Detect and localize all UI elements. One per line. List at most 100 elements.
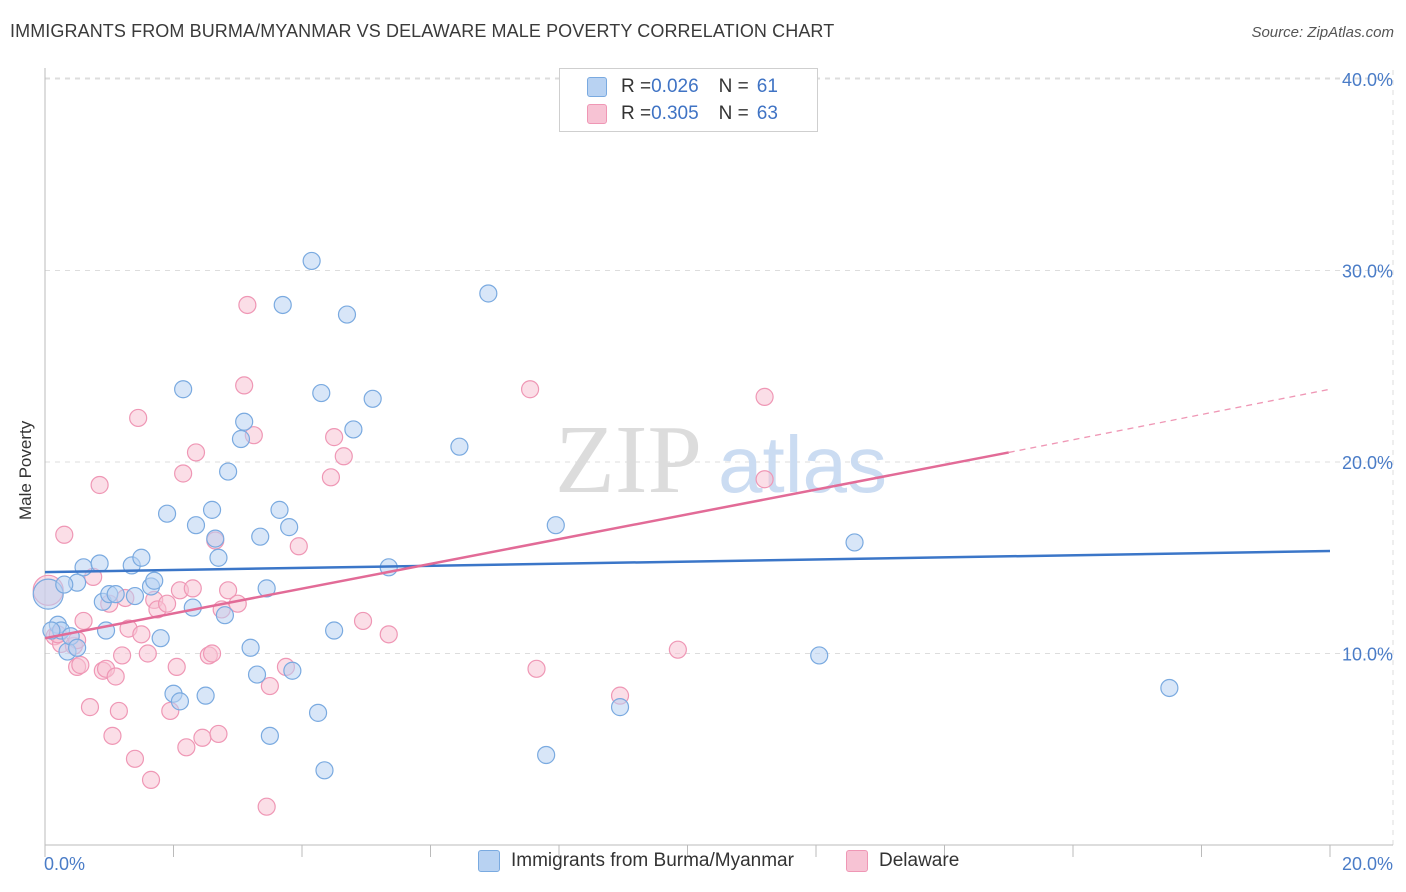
data-point [810, 646, 829, 665]
trend-line-delaware-extension [1008, 388, 1331, 454]
data-point [283, 661, 302, 680]
legend-n-value: 63 [756, 103, 778, 124]
data-point [315, 761, 334, 780]
data-point [177, 738, 196, 757]
data-point [106, 667, 125, 686]
data-point [112, 646, 132, 665]
x-tick-label: 0.0% [44, 854, 85, 874]
data-point [202, 644, 222, 663]
data-point [157, 504, 177, 523]
data-point [231, 429, 251, 449]
data-point [151, 629, 170, 648]
data-point [55, 575, 74, 594]
legend-n-label: N = [718, 103, 749, 124]
legend-row-delaware: R = 0.305 N = 63 [587, 101, 778, 127]
data-point [755, 470, 774, 489]
data-point [325, 428, 344, 447]
data-point [42, 621, 61, 640]
data-point [106, 585, 125, 604]
data-point [270, 500, 289, 519]
data-point [167, 657, 186, 677]
data-point [90, 554, 109, 573]
data-point [235, 412, 254, 431]
data-point [251, 527, 270, 546]
legend-swatch-pink [587, 104, 607, 124]
legend-series-name: Immigrants from Burma/Myanmar [511, 850, 794, 871]
data-point [260, 676, 279, 696]
data-point [219, 462, 238, 481]
legend-swatch-blue [478, 850, 500, 872]
legend-swatch-pink [846, 850, 868, 872]
data-point [289, 537, 308, 556]
data-point [321, 468, 341, 487]
data-point [80, 698, 100, 717]
data-point [450, 437, 469, 456]
data-point [845, 533, 864, 552]
data-point [132, 625, 151, 644]
chart-title: IMMIGRANTS FROM BURMA/MYANMAR VS DELAWAR… [10, 21, 835, 41]
legend-row-burma: R = 0.026 N = 61 [587, 74, 778, 100]
data-point [325, 621, 344, 640]
data-point [273, 295, 292, 315]
data-point [186, 516, 206, 535]
burma-points [32, 251, 1179, 780]
data-point [260, 726, 279, 745]
data-point [193, 728, 212, 747]
data-point [215, 606, 234, 625]
data-point [196, 686, 215, 705]
legend-r-value: 0.026 [651, 76, 699, 97]
data-point [334, 447, 353, 466]
legend-series-name: Delaware [879, 850, 960, 871]
data-point [129, 408, 148, 428]
data-point [610, 698, 630, 717]
data-point [537, 745, 556, 765]
y-tick-label: 20.0% [1342, 453, 1393, 473]
data-point [344, 420, 363, 439]
data-point [247, 665, 267, 684]
watermark-atlas: atlas [718, 420, 887, 509]
data-point [138, 644, 157, 663]
data-point [668, 640, 687, 659]
data-point [337, 305, 357, 324]
data-point [527, 659, 546, 678]
data-point [235, 376, 254, 395]
data-point [520, 380, 540, 399]
data-point [145, 571, 164, 590]
data-point [68, 638, 87, 657]
data-point [209, 724, 228, 744]
data-point [479, 284, 498, 303]
y-tick-label: 10.0% [1342, 645, 1393, 665]
trend-lines [44, 388, 1331, 640]
data-point [257, 797, 276, 816]
data-point [71, 655, 90, 675]
trend-line-burma [44, 549, 1331, 574]
data-point [1160, 678, 1179, 698]
data-point [363, 389, 382, 408]
data-point [241, 638, 260, 657]
data-point [103, 726, 122, 745]
y-tick-label: 40.0% [1342, 70, 1393, 90]
data-point [132, 548, 151, 567]
legend-item-delaware[interactable]: Delaware [846, 850, 959, 872]
data-point [109, 701, 128, 721]
data-point [74, 611, 93, 631]
data-point [209, 548, 228, 567]
data-point [125, 749, 145, 768]
legend-r-label: R = [621, 103, 652, 124]
data-point [141, 770, 161, 789]
legend-n-value: 61 [756, 76, 778, 97]
data-point [280, 518, 299, 537]
data-point [353, 611, 373, 631]
y-tick-label: 30.0% [1342, 262, 1393, 282]
data-point [302, 251, 321, 271]
x-tick-label: 20.0% [1342, 854, 1393, 874]
legend-r-label: R = [621, 76, 652, 97]
data-point [238, 295, 257, 315]
data-point [74, 558, 93, 577]
legend-r-value: 0.305 [651, 103, 699, 124]
legend-item-burma[interactable]: Immigrants from Burma/Myanmar [478, 850, 794, 872]
axes [44, 68, 1393, 846]
data-point [546, 516, 565, 535]
data-point [312, 383, 331, 403]
data-point [202, 500, 222, 519]
